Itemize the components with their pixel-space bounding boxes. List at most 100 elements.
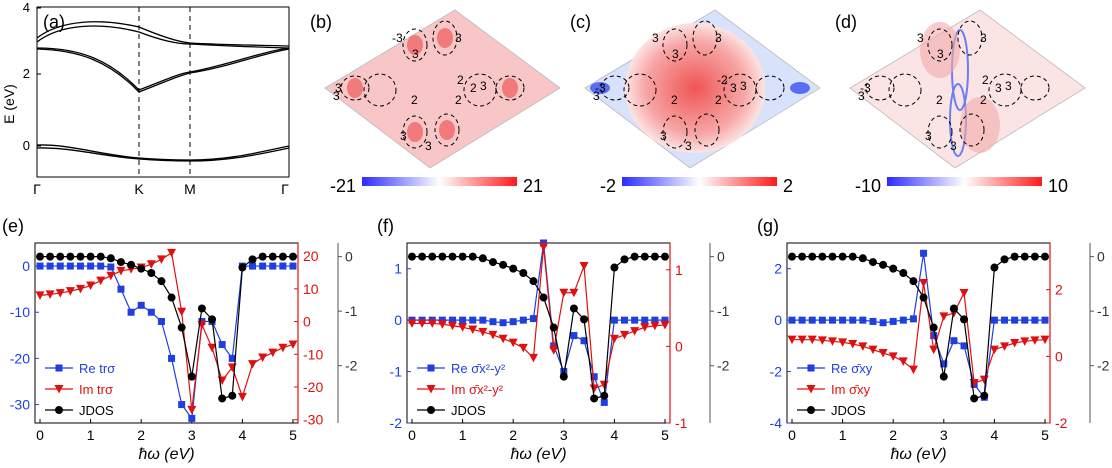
marker-square — [920, 249, 928, 257]
marker-circle — [929, 323, 938, 332]
marker-circle — [187, 372, 196, 381]
marker-square — [76, 262, 84, 270]
marker-square — [788, 316, 796, 324]
marker-square — [519, 316, 527, 324]
x-tick-label: 0 — [36, 427, 44, 443]
marker-triangle — [426, 385, 436, 394]
x-tick-label: 2 — [137, 427, 145, 443]
region-label: 2 — [455, 93, 462, 107]
marker-square — [808, 316, 816, 324]
marker-triangle — [65, 287, 75, 296]
marker-circle — [838, 252, 847, 261]
marker-circle — [238, 263, 247, 272]
marker-square — [97, 262, 105, 270]
region-label: 3 — [730, 81, 737, 95]
region-label: 2 — [980, 93, 987, 107]
region-label: 3 — [412, 47, 419, 61]
series-circle — [36, 252, 297, 403]
series-square — [788, 249, 1049, 401]
marker-circle — [939, 372, 948, 381]
marker-square — [1001, 316, 1009, 324]
region-label: -3 — [860, 81, 871, 95]
red-tick-label: 2 — [1055, 282, 1063, 298]
dashed-region — [957, 20, 983, 56]
left-tick-label: -4 — [770, 415, 783, 431]
series-triangle-down — [35, 248, 298, 415]
x-tick-label: 4 — [239, 427, 247, 443]
x-tick-label: 2 — [509, 427, 517, 443]
marker-square — [807, 364, 815, 372]
marker-circle — [478, 254, 487, 263]
marker-circle — [848, 252, 857, 261]
marker-square — [178, 401, 186, 409]
marker-circle — [408, 252, 416, 261]
marker-square — [610, 316, 618, 324]
band-xtick-k: K — [134, 181, 144, 197]
map-label-b: (b) — [310, 12, 332, 32]
marker-square — [459, 316, 467, 324]
marker-triangle — [146, 260, 156, 269]
marker-circle — [909, 277, 918, 286]
marker-triangle — [508, 338, 518, 348]
marker-circle — [808, 252, 817, 261]
marker-square — [1011, 316, 1019, 324]
dashed-region — [927, 28, 953, 62]
marker-circle — [828, 252, 837, 261]
colorbar-max: 2 — [783, 176, 793, 196]
marker-triangle — [579, 261, 589, 271]
marker-triangle — [650, 321, 660, 331]
left-tick-label: 1 — [394, 261, 402, 277]
marker-square — [990, 316, 998, 324]
marker-circle — [610, 263, 619, 272]
marker-square — [631, 316, 639, 324]
marker-square — [560, 368, 568, 376]
series-triangle-down — [407, 242, 670, 394]
red-tick-label: -2 — [1055, 415, 1068, 431]
region-label: -2 — [717, 73, 728, 87]
hot-spot — [347, 78, 363, 98]
marker-square — [107, 263, 115, 271]
gray-tick-label: -1 — [1097, 303, 1110, 319]
hot-spot — [439, 120, 455, 140]
marker-circle — [1010, 252, 1019, 261]
region-label: 3 — [400, 129, 407, 143]
marker-triangle — [959, 289, 969, 298]
region-label: 3 — [652, 31, 659, 45]
band-ylabel: E (eV) — [1, 84, 17, 124]
marker-square — [127, 308, 135, 316]
marker-square — [1021, 316, 1029, 324]
series-line — [39, 251, 294, 410]
marker-circle — [899, 269, 908, 277]
marker-triangle — [929, 345, 939, 355]
marker-triangle — [55, 289, 65, 298]
plot-frame — [786, 242, 1051, 424]
x-tick-label: 1 — [87, 427, 95, 443]
dashed-region — [600, 75, 630, 101]
marker-circle — [218, 394, 227, 403]
dashed-region — [402, 115, 428, 149]
marker-circle — [127, 260, 136, 269]
marker-circle — [268, 252, 277, 261]
band-ytick-2: 2 — [23, 66, 30, 81]
marker-square — [479, 316, 487, 324]
marker-square — [289, 262, 297, 270]
marker-triangle — [458, 323, 468, 332]
marker-circle — [66, 252, 75, 261]
marker-triangle — [898, 357, 908, 366]
marker-square — [249, 262, 257, 270]
marker-square — [157, 317, 165, 325]
legend-label: Re σ̄x²-y² — [451, 361, 506, 376]
left-blue-spot — [590, 82, 610, 94]
marker-square — [798, 316, 806, 324]
colorbar — [887, 177, 1042, 186]
gray-tick-label: -1 — [345, 303, 358, 319]
marker-circle — [116, 258, 125, 267]
series-triangle-down — [787, 279, 1050, 388]
legend-label: Im σ̄x²-y² — [451, 382, 504, 397]
marker-triangle — [1010, 339, 1020, 348]
region-label: 3 — [980, 31, 987, 45]
marker-circle — [499, 260, 508, 269]
marker-triangle — [620, 330, 630, 340]
marker-triangle — [106, 271, 116, 281]
marker-square — [590, 373, 598, 381]
